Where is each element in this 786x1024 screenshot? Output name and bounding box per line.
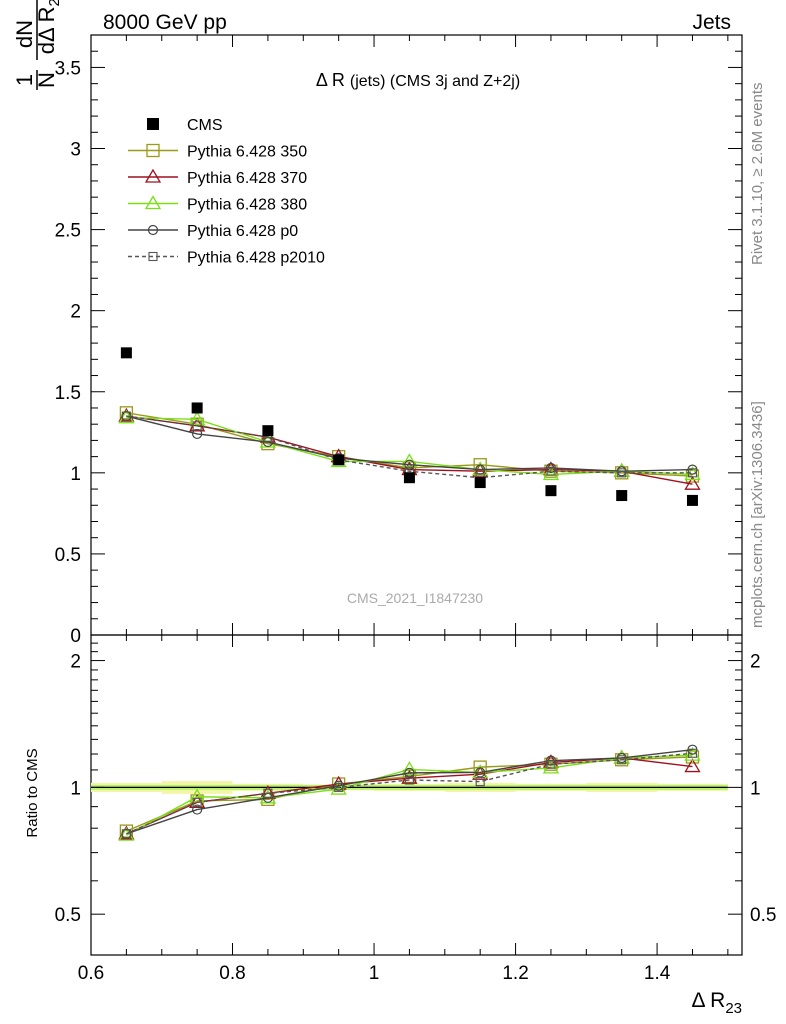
- rivet-label: Rivet 3.1.10, ≥ 2.6M events: [749, 83, 766, 266]
- y-axis-label-main: 1 N dN dΔ R23: [12, 0, 63, 90]
- series-line: [126, 415, 693, 472]
- plot-title: Δ R (jets) (CMS 3j and Z+2j): [316, 70, 520, 90]
- ratio-point: [475, 767, 486, 778]
- ratio-point: [684, 758, 701, 773]
- cms-point: [474, 477, 486, 489]
- cms-point: [120, 347, 132, 359]
- series-point: [189, 411, 206, 425]
- x-tick-label: 1.4: [644, 963, 671, 984]
- ratio-point: [475, 777, 485, 787]
- legend-entry: Pythia 6.428 370: [128, 168, 307, 187]
- series-point: [687, 468, 698, 478]
- y-tick-label: 2: [70, 302, 81, 323]
- y-tick-label: 0.5: [55, 545, 81, 566]
- legend-label: Pythia 6.428 380: [187, 197, 307, 214]
- legend-entry: Pythia 6.428 350: [128, 144, 307, 161]
- y-tick-label: 3: [70, 140, 81, 161]
- ratio-y-tick-label: 2: [750, 652, 761, 673]
- y-axis-label-ratio: Ratio to CMS: [24, 748, 41, 837]
- cms-point: [403, 472, 415, 484]
- ratio-point: [685, 750, 700, 764]
- ratio-point: [687, 748, 698, 758]
- cms-point: [191, 402, 203, 414]
- ratio-point: [546, 759, 556, 769]
- ratio-point: [404, 767, 415, 778]
- ratio-y-tick-label: 1: [750, 778, 761, 799]
- cms-point: [262, 425, 274, 437]
- svg-text:dN: dN: [12, 20, 37, 48]
- series-point: [121, 411, 131, 421]
- legend-marker: [147, 118, 159, 130]
- legend-marker: [147, 224, 159, 236]
- series-line: [126, 415, 693, 479]
- header-left: 8000 GeV pp: [103, 11, 227, 34]
- series-point: [404, 459, 415, 470]
- legend-marker: [148, 251, 158, 262]
- legend-marker: [144, 168, 162, 183]
- ratio-point: [121, 829, 131, 839]
- legend-entry-cms: CMS: [147, 117, 223, 134]
- y-tick-label: 0: [70, 626, 81, 647]
- legend-label: Pythia 6.428 350: [187, 144, 307, 161]
- x-tick-label: 0.6: [78, 963, 104, 984]
- ratio-point: [472, 765, 489, 780]
- ratio-point: [192, 804, 203, 815]
- ratio-point: [192, 797, 202, 807]
- cms-point: [616, 490, 628, 502]
- series-point: [546, 466, 556, 476]
- series-point: [119, 406, 134, 420]
- ratio-point: [334, 782, 344, 792]
- legend-label: Pythia 6.428 370: [187, 170, 307, 187]
- ratio-point: [404, 775, 414, 785]
- ratio-line: [126, 752, 693, 835]
- legend-entry: Pythia 6.428 380: [128, 195, 307, 214]
- legend-entry: Pythia 6.428 p2010: [128, 250, 325, 267]
- legend-label: CMS: [187, 117, 223, 134]
- header-right: Jets: [692, 11, 731, 34]
- ratio-point: [401, 761, 418, 776]
- ratio-point: [617, 755, 627, 765]
- ratio-point: [544, 757, 558, 771]
- ratio-plot-frame: [90, 634, 743, 956]
- ratio-line: [126, 748, 693, 835]
- series-point: [401, 453, 418, 468]
- cms-point: [686, 494, 698, 506]
- data-points: [120, 347, 698, 506]
- legend-entry: Pythia 6.428 p0: [128, 223, 298, 240]
- ratio-y-tick-label: 2: [70, 652, 81, 673]
- legend: CMS Pythia 6.428 350 Pythia 6.428 370 Pythi…: [128, 117, 325, 267]
- legend-marker: [144, 195, 162, 210]
- mc-series: [118, 406, 701, 841]
- series-pythia-6-428-p2010: [121, 411, 698, 839]
- legend-label: Pythia 6.428 p0: [187, 223, 298, 240]
- cms-point: [545, 485, 557, 497]
- svg-text:1: 1: [12, 74, 37, 86]
- x-tick-label: 1: [369, 963, 380, 984]
- cms-point: [333, 454, 345, 466]
- mcplots-label: mcplots.cern.ch [arXiv:1306.3436]: [749, 401, 766, 628]
- svg-text:dΔ R23: dΔ R23: [34, 0, 63, 54]
- y-tick-label: 1: [70, 464, 81, 485]
- y-tick-label: 3.5: [55, 58, 81, 79]
- ratio-line: [126, 754, 693, 836]
- ratio-point: [263, 788, 273, 798]
- legend-label: Pythia 6.428 p2010: [187, 250, 325, 267]
- series-point: [684, 475, 701, 490]
- ratio-y-tick-label: 0.5: [750, 905, 776, 926]
- y-tick-label: 2.5: [55, 221, 81, 242]
- series-point: [617, 468, 627, 478]
- series-point: [192, 421, 202, 431]
- svg-text:N: N: [34, 72, 59, 88]
- watermark: CMS_2021_I1847230: [347, 590, 483, 606]
- y-tick-label: 1.5: [55, 383, 81, 404]
- x-tick-label: 1.2: [502, 963, 528, 984]
- ratio-y-tick-label: 0.5: [55, 905, 81, 926]
- axes: 0.6 0.8 1 1.2 1.4 0 0.5 1 1.5 2 2.5 3 3.5 0.5 0.5 1 1 2 2: [55, 34, 776, 984]
- legend-marker: [146, 143, 160, 158]
- ratio-y-tick-label: 1: [70, 778, 81, 799]
- x-tick-label: 0.8: [219, 963, 245, 984]
- x-axis-label: Δ R23: [691, 989, 742, 1017]
